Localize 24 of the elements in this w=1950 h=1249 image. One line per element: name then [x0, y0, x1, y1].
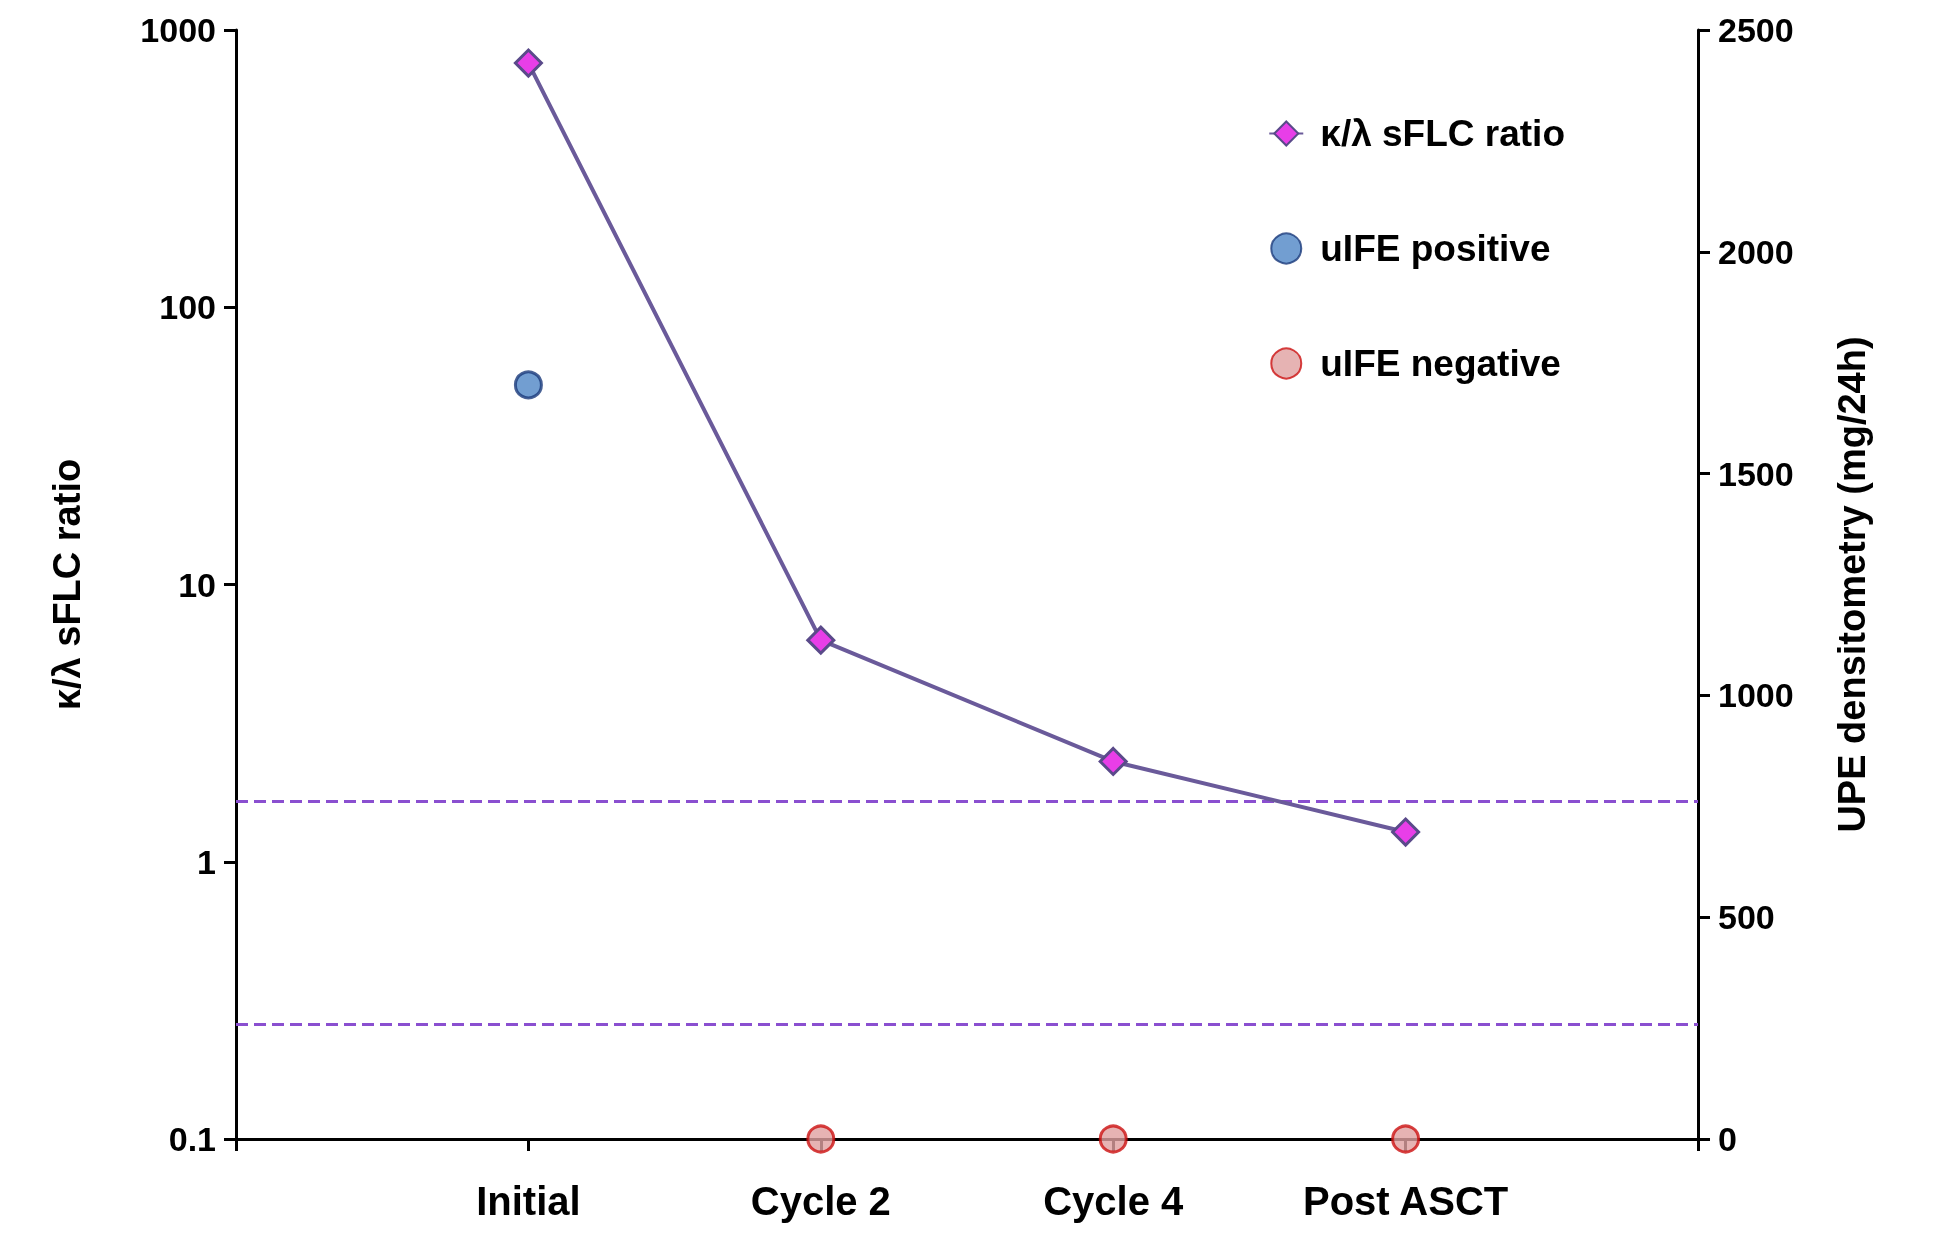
x-tick-label: Cycle 4 [1043, 1179, 1184, 1223]
y-tick-label: 1 [197, 842, 216, 881]
y-tick-label: 10 [178, 565, 216, 604]
y2-tick-label: 1500 [1718, 454, 1794, 493]
legend-label: uIFE positive [1320, 228, 1551, 269]
y-axis-title: κ/λ sFLC ratio [46, 458, 88, 711]
y2-tick-label: 2500 [1718, 11, 1794, 49]
y-tick-label: 1000 [140, 11, 216, 49]
legend-label: uIFE negative [1320, 343, 1561, 384]
y2-tick-label: 1000 [1718, 676, 1794, 715]
point [1391, 817, 1421, 847]
y2-tick-label: 500 [1718, 898, 1775, 937]
y2-tick-label: 0 [1718, 1120, 1737, 1158]
legend-label: κ/λ sFLC ratio [1320, 113, 1566, 154]
y2-axis-title: UPE densitometry (mg/24h) [1831, 336, 1873, 833]
point [513, 48, 543, 78]
point [806, 625, 836, 655]
y-tick-label: 0.1 [168, 1120, 216, 1158]
y2-tick-label: 2000 [1718, 232, 1794, 271]
x-tick-label: Cycle 2 [750, 1179, 891, 1223]
point [1098, 746, 1128, 776]
x-tick-label: Initial [476, 1179, 581, 1223]
x-tick-label: Post ASCT [1303, 1179, 1509, 1223]
y-tick-label: 100 [159, 288, 216, 327]
